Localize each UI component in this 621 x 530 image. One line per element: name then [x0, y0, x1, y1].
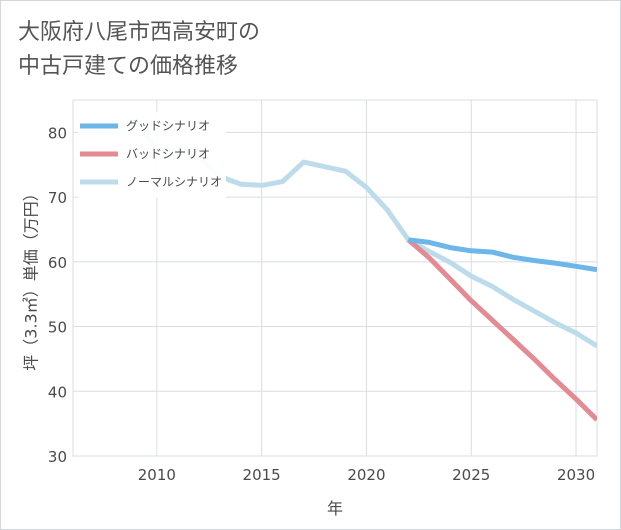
y-tick-label: 80 [48, 124, 67, 142]
legend-label-bad: バッドシナリオ [126, 147, 210, 161]
plot-border [72, 99, 598, 457]
x-tick-label: 2020 [347, 466, 385, 484]
y-tick-label: 60 [48, 254, 67, 272]
x-tick-label: 2025 [452, 466, 490, 484]
y-tick-label: 70 [48, 189, 67, 207]
y-tick-label: 40 [48, 383, 67, 401]
series-line-bad [406, 237, 597, 422]
chart-title: 大阪府八尾市西高安町の 中古戸建ての価格推移 [18, 20, 261, 79]
legend-label-good: グッドシナリオ [126, 119, 210, 133]
x-axis-label: 年 [327, 499, 343, 518]
tick-labels: 2010 2015 2020 2025 2030 30 40 50 60 70 80 [48, 124, 595, 484]
y-axis-label: 坪（3.3㎡）単価（万円） [22, 185, 41, 370]
y-tick-label: 50 [48, 319, 67, 337]
y-tick-label: 30 [48, 448, 67, 466]
series-line-good [408, 237, 597, 273]
x-tick-label: 2010 [138, 466, 176, 484]
legend-label-normal: ノーマルシナリオ [126, 175, 222, 189]
x-tick-label: 2015 [243, 466, 281, 484]
x-tick-label: 2030 [557, 466, 595, 484]
